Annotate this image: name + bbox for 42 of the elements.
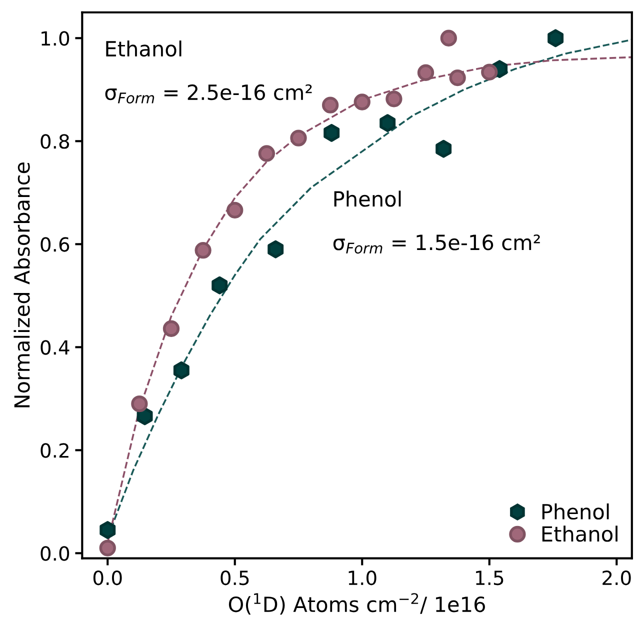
point [324,124,340,142]
y-axis-title: Normalized Absorbance [14,162,30,408]
point [417,64,434,81]
point [212,276,228,294]
legend-label: Ethanol [542,526,618,542]
x-tick-label: 0.0 [93,570,122,586]
annotation: σ$_{Form}$ = 2.5e-16 cm² [105,84,312,104]
point [100,521,116,540]
x-tick-label: 0.5 [220,570,249,586]
y-tick-label: 0.2 [40,443,68,458]
point [258,145,276,162]
point [440,30,457,46]
y-tick-label: 0.4 [40,340,70,355]
point [386,90,402,108]
point [380,114,396,132]
point [290,130,307,146]
point [548,29,564,48]
y-tick-label: 0.0 [40,546,70,561]
point [173,361,190,380]
point [136,407,153,426]
x-tick-label: 2.0 [602,570,631,586]
point [131,395,148,412]
x-tick-label: 1.0 [348,570,376,586]
annotation: σ$_{Form}$ = 1.5e-16 cm² [333,234,540,254]
point [162,320,180,337]
y-tick-label: 0.8 [40,134,70,149]
legend-label: Phenol [542,503,609,520]
point [449,69,466,86]
point [354,94,370,110]
point [481,64,498,80]
annotation: Phenol [334,190,401,207]
point [226,202,244,218]
point [194,242,212,259]
point [322,96,339,114]
y-tick-label: 0.6 [40,237,70,252]
point [436,140,452,158]
point [268,240,284,258]
y-tick-label: 1.0 [42,31,70,46]
x-axis-title: O($^{1}$D) Atoms cm$^{−2}$/ 1e16 [228,593,485,615]
annotation: Ethanol [106,40,182,57]
point [99,540,116,556]
x-tick-label: 1.5 [476,570,504,586]
